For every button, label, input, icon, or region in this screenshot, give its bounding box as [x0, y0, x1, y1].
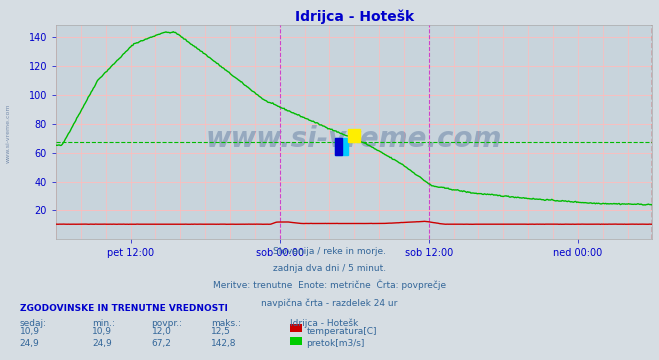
Text: temperatura[C]: temperatura[C] [306, 327, 377, 336]
Text: www.si-vreme.com: www.si-vreme.com [206, 125, 502, 153]
Text: 12,5: 12,5 [211, 327, 231, 336]
Text: www.si-vreme.com: www.si-vreme.com [5, 103, 11, 163]
Text: 24,9: 24,9 [92, 339, 112, 348]
Title: Idrijca - Hotešk: Idrijca - Hotešk [295, 9, 414, 24]
Text: 12,0: 12,0 [152, 327, 171, 336]
Text: pretok[m3/s]: pretok[m3/s] [306, 339, 365, 348]
Text: 10,9: 10,9 [20, 327, 40, 336]
Text: Idrijca - Hotešk: Idrijca - Hotešk [290, 318, 358, 328]
Text: povpr.:: povpr.: [152, 319, 183, 328]
Text: 10,9: 10,9 [92, 327, 112, 336]
Text: Slovenija / reke in morje.: Slovenija / reke in morje. [273, 247, 386, 256]
Bar [335, 138, 341, 156]
Text: min.:: min.: [92, 319, 115, 328]
Bar [348, 129, 360, 143]
Text: 142,8: 142,8 [211, 339, 237, 348]
Text: ZGODOVINSKE IN TRENUTNE VREDNOSTI: ZGODOVINSKE IN TRENUTNE VREDNOSTI [20, 305, 227, 314]
Text: maks.:: maks.: [211, 319, 241, 328]
Text: 67,2: 67,2 [152, 339, 171, 348]
Text: navpična črta - razdelek 24 ur: navpična črta - razdelek 24 ur [262, 298, 397, 308]
Text: Meritve: trenutne  Enote: metrične  Črta: povprečje: Meritve: trenutne Enote: metrične Črta: … [213, 280, 446, 291]
Text: 24,9: 24,9 [20, 339, 40, 348]
Text: zadnja dva dni / 5 minut.: zadnja dva dni / 5 minut. [273, 264, 386, 273]
Bar [335, 138, 348, 156]
Text: sedaj:: sedaj: [20, 319, 47, 328]
